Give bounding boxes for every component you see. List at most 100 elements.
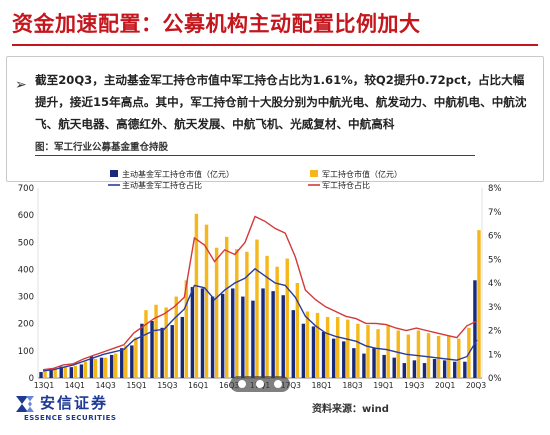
legend-label: 主动基金军工持仓占比 [122, 180, 202, 190]
summary-box: ➢ 截至20Q3，主动基金军工持仓市值中军工持仓占比为1.61%，较Q2提升0.… [6, 56, 544, 182]
carousel-dot[interactable] [238, 380, 246, 388]
bar-military-holding [366, 325, 370, 378]
y-tick-left: 400 [18, 265, 34, 275]
bar-military-holding [164, 307, 168, 378]
x-tick-label: 15Q3 [157, 381, 177, 390]
y-tick-right: 4% [488, 279, 502, 289]
line-military-ratio [42, 215, 478, 371]
x-tick-label: 19Q1 [373, 381, 393, 390]
bar-active-fund [453, 361, 457, 378]
line-active-fund-ratio [42, 267, 478, 372]
bar-active-fund [281, 295, 285, 378]
carousel-indicator[interactable] [230, 376, 290, 392]
x-tick-label: 18Q1 [312, 381, 332, 390]
bar-military-holding [63, 367, 67, 378]
bar-active-fund [392, 357, 396, 378]
bar-active-fund [210, 296, 215, 378]
y-tick-right: 3% [488, 303, 502, 313]
bar-active-fund [49, 369, 53, 378]
bar-active-fund [261, 288, 265, 378]
bar-military-holding [73, 365, 78, 378]
data-source: 资料来源：wind [312, 404, 389, 415]
carousel-dot[interactable] [274, 380, 282, 388]
brand-name-cn: 安信证券 [40, 394, 109, 412]
bar-military-holding [325, 316, 330, 378]
bar-military-holding [224, 236, 229, 378]
y-tick-right: 0% [488, 374, 502, 384]
bar-active-fund [352, 348, 356, 378]
bar-military-holding [93, 359, 98, 378]
bar-active-fund [200, 288, 205, 378]
bar-military-holding [43, 371, 47, 378]
bar-active-fund [140, 323, 144, 378]
bar-military-holding [305, 311, 310, 378]
bar-military-holding [184, 280, 189, 378]
page-title: 资金加速配置：公募机构主动配置比例加大 [12, 11, 421, 36]
bar-active-fund [251, 300, 255, 378]
bar-military-holding [124, 345, 128, 378]
bar-military-holding [275, 266, 279, 378]
x-tick-label: 19Q3 [404, 381, 424, 390]
bar-active-fund [442, 360, 447, 378]
bar-military-holding [204, 224, 209, 378]
bar-military-holding [53, 368, 57, 378]
bar-active-fund [109, 354, 114, 378]
x-tick-label: 20Q3 [466, 381, 486, 390]
x-tick-label: 16Q1 [188, 381, 208, 390]
carousel-dot[interactable] [256, 380, 264, 388]
bar-military-holding [416, 330, 421, 378]
bar-active-fund [89, 356, 94, 378]
brand-name-en: ESSENCE SECURITIES [24, 414, 117, 422]
bar-active-fund [180, 316, 185, 378]
legend-label: 军工持仓市值（亿元） [322, 169, 402, 179]
bar-military-holding [406, 334, 411, 378]
bar-military-holding [346, 319, 350, 378]
y-tick-left: 200 [18, 320, 34, 330]
title-divider [12, 44, 538, 46]
bullet-arrow-icon: ➢ [15, 77, 27, 93]
bar-military-holding [134, 337, 138, 378]
y-tick-right: 8% [488, 184, 502, 194]
caption-divider [35, 155, 475, 156]
bar-military-holding [255, 239, 259, 378]
bar-active-fund [301, 323, 306, 378]
x-tick-label: 14Q1 [65, 381, 85, 390]
bar-military-holding [295, 283, 300, 378]
essence-logo-icon [16, 396, 34, 412]
bar-active-fund [160, 327, 164, 378]
x-tick-label: 13Q1 [34, 381, 54, 390]
bar-active-fund [291, 310, 296, 378]
bar-military-holding [285, 258, 289, 378]
x-tick-label: 17Q3 [281, 381, 301, 390]
bar-military-holding [426, 333, 431, 378]
bar-active-fund [382, 354, 386, 378]
legend-label: 军工持仓占比 [322, 180, 370, 190]
holdings-chart: 0 100 200 300 400 500 600 700 0% 1% 2% 3% 4% 5% 6% 7% 8%… [18, 169, 502, 390]
bar-active-fund [39, 372, 43, 378]
bar-military-holding [235, 249, 239, 378]
bar-military-holding [436, 335, 441, 378]
y-tick-left: 100 [18, 347, 34, 357]
bar-military-holding [265, 255, 269, 378]
bar-active-fund [130, 345, 134, 378]
y-tick-left: 0 [29, 374, 34, 384]
bar-military-holding [83, 361, 88, 378]
y-tick-left: 700 [18, 184, 34, 194]
bar-military-holding [144, 310, 148, 378]
bar-active-fund [463, 361, 467, 378]
bar-military-holding [245, 251, 249, 378]
bar-active-fund [412, 360, 417, 378]
bar-military-holding [315, 312, 320, 378]
bar-military-holding [154, 304, 158, 378]
bar-military-holding [477, 230, 481, 378]
bar-active-fund [372, 348, 376, 378]
bar-military-holding [174, 296, 178, 378]
bar-military-holding [335, 316, 340, 378]
bar-active-fund [59, 366, 63, 378]
summary-text: 截至20Q3，主动基金军工持仓市值中军工持仓占比为1.61%，较Q2提升0.72… [35, 73, 527, 131]
bar-military-holding [396, 330, 400, 378]
bar-active-fund [231, 288, 235, 378]
bar-active-fund [432, 359, 437, 378]
x-tick-label: 20Q1 [435, 381, 455, 390]
bar-military-holding [386, 325, 390, 378]
